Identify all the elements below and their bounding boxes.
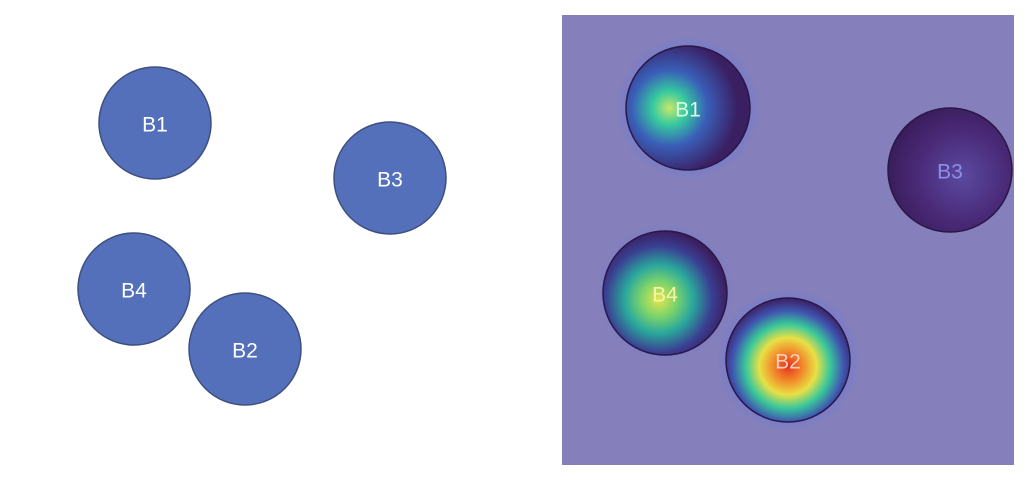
heat-ball-b3-label: B3: [937, 161, 963, 184]
heat-ball-b1-circle: [625, 45, 751, 171]
ball-b2: B2: [188, 292, 302, 406]
ball-b1: B1: [98, 66, 212, 180]
left-panel: B1 B2 B3 B4: [77, 66, 447, 406]
heat-ball-b1-label: B1: [675, 99, 701, 122]
ball-b3: B3: [333, 121, 447, 235]
heat-ball-b3: B3: [887, 107, 1013, 233]
ball-b2-circle: [188, 292, 302, 406]
heat-ball-b2: B2: [716, 288, 860, 432]
heat-ball-b4-circle: [602, 230, 728, 356]
ball-b4-label: B4: [121, 280, 147, 303]
heatmap-panel: B1 B3 B4 B2: [562, 15, 1014, 465]
heat-ball-b4: B4: [595, 223, 735, 363]
ball-b2-label: B2: [232, 340, 258, 363]
heat-ball-b2-circle: [725, 297, 851, 423]
ball-b3-circle: [333, 121, 447, 235]
ball-b1-label: B1: [142, 114, 168, 137]
heat-ball-b1: B1: [616, 36, 760, 180]
heat-ball-b4-label: B4: [652, 284, 678, 307]
heat-ball-b2-label: B2: [775, 351, 801, 374]
ball-b1-circle: [98, 66, 212, 180]
ball-b4: B4: [77, 232, 191, 346]
heat-ball-b3-circle: [887, 107, 1013, 233]
ball-b3-label: B3: [377, 169, 403, 192]
ball-b4-circle: [77, 232, 191, 346]
